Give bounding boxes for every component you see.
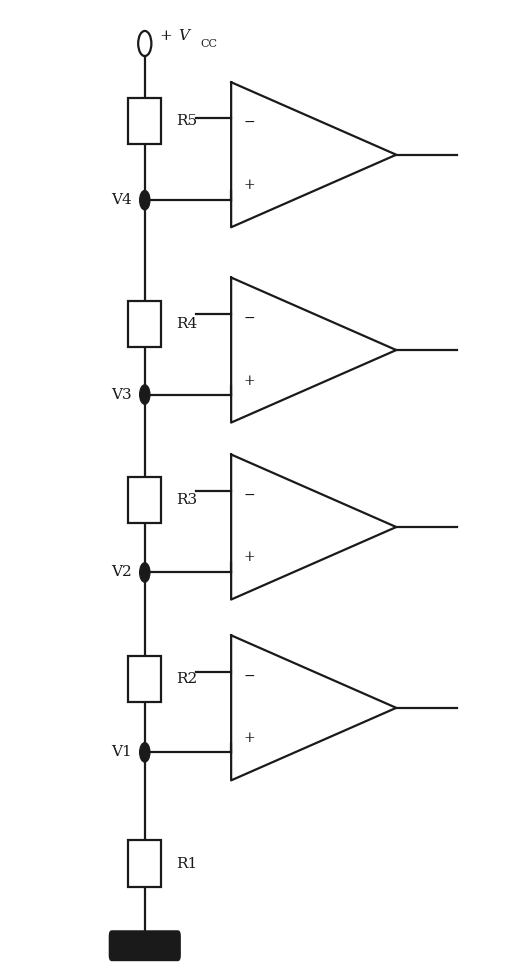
FancyBboxPatch shape [109,930,181,961]
Text: −: − [243,487,255,502]
Bar [128,98,162,144]
Bar [128,477,162,523]
Text: +: + [243,550,255,565]
Text: +: + [243,731,255,746]
Circle shape [140,190,150,210]
Text: R5: R5 [177,114,198,128]
Text: V: V [178,29,189,43]
Bar [128,840,162,887]
Circle shape [140,563,150,582]
Text: V1: V1 [111,746,132,759]
Text: R1: R1 [177,857,198,870]
Bar [128,656,162,702]
Text: −: − [243,668,255,683]
Bar [128,301,162,347]
Text: R4: R4 [177,317,198,331]
Circle shape [140,743,150,762]
Text: V2: V2 [111,566,132,579]
Text: V4: V4 [111,193,132,207]
Circle shape [140,385,150,404]
Text: +: + [243,373,255,388]
Text: −: − [243,115,255,130]
Text: +: + [243,178,255,192]
Text: V3: V3 [111,388,132,401]
Text: R2: R2 [177,672,198,686]
Text: +: + [159,29,172,43]
Text: CC: CC [201,40,217,49]
Text: R3: R3 [177,493,198,507]
Text: −: − [243,310,255,325]
